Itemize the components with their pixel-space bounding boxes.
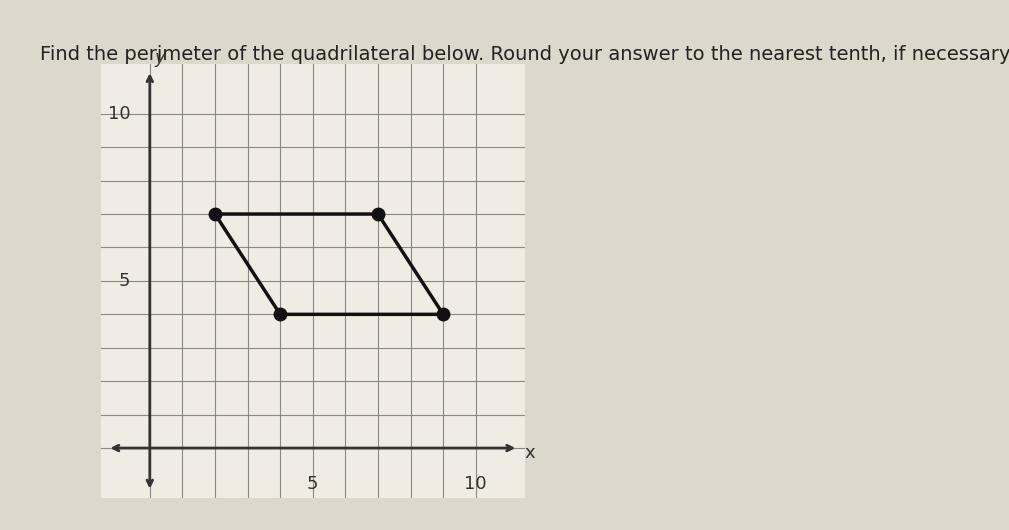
Text: 10: 10 xyxy=(464,475,487,493)
Text: 5: 5 xyxy=(119,272,130,290)
Text: y: y xyxy=(154,49,165,67)
Text: 10: 10 xyxy=(108,105,130,123)
Text: x: x xyxy=(525,444,536,462)
Text: Find the perimeter of the quadrilateral below. Round your answer to the nearest : Find the perimeter of the quadrilateral … xyxy=(40,45,1009,64)
Text: 5: 5 xyxy=(307,475,319,493)
